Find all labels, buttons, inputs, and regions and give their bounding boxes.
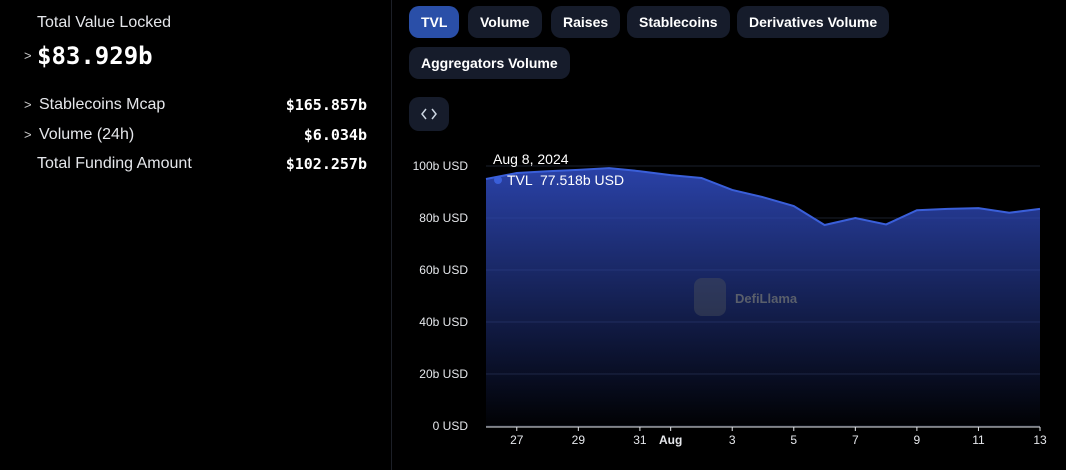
row-label: Volume (24h)	[39, 126, 135, 143]
tab[interactable]: Stablecoins	[627, 6, 730, 38]
y-tick-label: 100b USD	[413, 159, 469, 173]
tab[interactable]: Derivatives Volume	[737, 6, 890, 38]
row-label: Stablecoins Mcap	[39, 96, 166, 113]
tooltip-dot	[494, 176, 502, 184]
x-tick-label: 27	[510, 433, 524, 447]
x-tick-label: 9	[914, 433, 921, 447]
tooltip-date: Aug 8, 2024	[493, 151, 569, 167]
x-tick-label: 3	[729, 433, 736, 447]
area	[486, 168, 1040, 426]
x-tick-label: 5	[790, 433, 797, 447]
x-tick-label: Aug	[659, 433, 682, 447]
tooltip-value: 77.518b USD	[540, 172, 624, 188]
chevron[interactable]: >	[24, 97, 32, 112]
x-tick-label: 7	[852, 433, 859, 447]
row-label: Total Funding Amount	[37, 155, 192, 172]
x-tick-label: 13	[1033, 433, 1047, 447]
y-tick-label: 20b USD	[419, 367, 468, 381]
tab[interactable]: TVL	[409, 6, 460, 38]
y-tick-label: 80b USD	[419, 211, 468, 225]
tvl-title: Total Value Locked	[37, 14, 172, 31]
x-tick-label: 29	[572, 433, 586, 447]
chevron[interactable]: >	[24, 127, 32, 142]
tab[interactable]: Raises	[551, 6, 621, 38]
embed-button[interactable]	[409, 97, 449, 131]
tvl-total: $83.929b	[37, 42, 153, 70]
x-tick-label: 31	[633, 433, 647, 447]
tab[interactable]: Aggregators Volume	[409, 47, 570, 79]
y-tick-label: 60b USD	[419, 263, 468, 277]
row-value: $102.257b	[285, 155, 367, 173]
line	[485, 167, 1041, 227]
x-tick-label: 11	[972, 433, 985, 447]
row-value: $165.857b	[285, 96, 367, 114]
row-value: $6.034b	[303, 126, 367, 144]
watermark: DefiLlama	[694, 278, 798, 316]
code-icon	[421, 108, 437, 120]
tab[interactable]: Volume	[468, 6, 542, 38]
y-tick-label: 40b USD	[419, 315, 468, 329]
watermark-text: DefiLlama	[735, 291, 798, 306]
sidebar: Total Value Locked > $83.929b > Stableco…	[0, 0, 392, 470]
chevron[interactable]: >	[24, 48, 32, 63]
tooltip-series: TVL	[507, 172, 533, 188]
y-tick-label: 0 USD	[433, 419, 469, 433]
